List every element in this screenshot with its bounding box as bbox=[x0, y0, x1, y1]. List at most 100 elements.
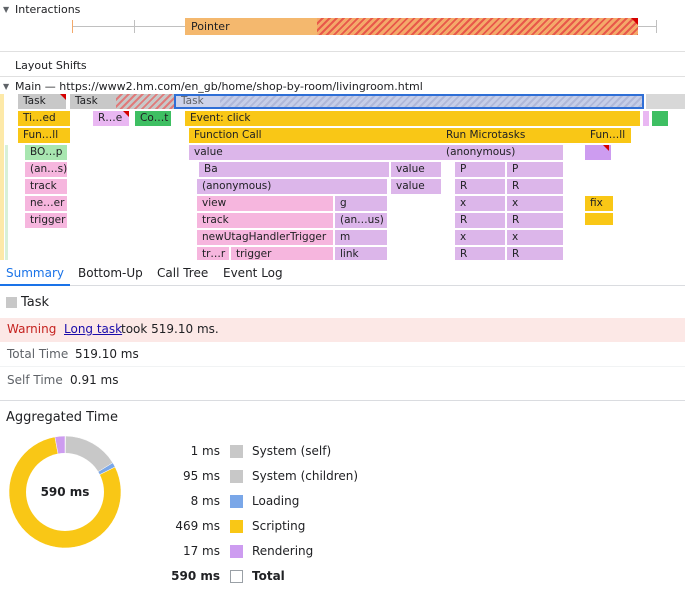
function-call-block[interactable]: Fun…ll bbox=[585, 128, 631, 143]
flame-frame[interactable]: (an…s) bbox=[25, 162, 67, 177]
divider bbox=[0, 400, 685, 401]
task-swatch bbox=[6, 297, 17, 308]
flame-frame[interactable]: R bbox=[507, 247, 563, 260]
long-task-marker bbox=[60, 94, 66, 100]
flame-frame[interactable]: ne…er bbox=[25, 196, 67, 211]
self-time-label: Self Time bbox=[7, 373, 63, 387]
flame-frame[interactable]: BO…p bbox=[25, 145, 67, 160]
flame-frame[interactable]: value bbox=[391, 162, 441, 177]
flame-frame[interactable]: x bbox=[507, 230, 563, 245]
flame-frame[interactable]: newUtagHandlerTrigger bbox=[197, 230, 333, 245]
total-time-label: Total Time bbox=[7, 347, 69, 361]
flame-frame[interactable]: P bbox=[507, 162, 563, 177]
tab-bottom-up[interactable]: Bottom-Up bbox=[78, 266, 143, 280]
flame-frame[interactable]: (anonymous) bbox=[441, 145, 563, 160]
legend-swatch bbox=[230, 570, 243, 583]
warning-label: Warning bbox=[7, 322, 57, 336]
collapse-triangle-icon[interactable]: ▼ bbox=[3, 82, 10, 91]
pointer-label: Pointer bbox=[191, 20, 230, 33]
legend-row: 95 ms System (children) bbox=[180, 469, 380, 485]
compile-block[interactable]: Co…t bbox=[135, 111, 171, 126]
flame-frame[interactable]: x bbox=[455, 196, 505, 211]
legend-value: 590 ms bbox=[171, 569, 220, 583]
tab-summary[interactable]: Summary bbox=[0, 262, 70, 286]
divider bbox=[0, 366, 685, 367]
long-task-marker bbox=[631, 18, 638, 25]
legend-value: 1 ms bbox=[190, 444, 220, 458]
pointer-interaction[interactable]: Pointer bbox=[185, 18, 638, 35]
event-click-block[interactable]: Event: click bbox=[185, 111, 640, 126]
flame-frame[interactable]: trigger bbox=[25, 213, 67, 228]
flame-frame[interactable]: x bbox=[507, 196, 563, 211]
collapse-triangle-icon[interactable]: ▼ bbox=[3, 5, 10, 14]
flame-frame[interactable]: (an…us) bbox=[335, 213, 387, 228]
flame-frame[interactable]: link bbox=[335, 247, 387, 260]
task-hatch bbox=[116, 94, 174, 109]
legend-name: Rendering bbox=[252, 544, 314, 558]
legend-row: 590 ms Total bbox=[171, 569, 380, 585]
tab-event-log[interactable]: Event Log bbox=[223, 266, 283, 280]
timer-block[interactable]: Ti…ed bbox=[18, 111, 70, 126]
total-time-value: 519.10 ms bbox=[75, 347, 139, 361]
long-task-link[interactable]: Long task bbox=[64, 322, 123, 336]
task-hatch bbox=[220, 96, 642, 107]
flame-frame[interactable]: tr…r bbox=[197, 247, 229, 260]
recalc-block[interactable]: R…e bbox=[93, 111, 129, 126]
run-microtasks-block[interactable]: Run Microtasks bbox=[441, 128, 586, 143]
legend-row: 8 ms Loading bbox=[180, 494, 380, 510]
flame-frame[interactable]: R bbox=[455, 179, 505, 194]
flame-frame[interactable]: track bbox=[197, 213, 333, 228]
flame-edge bbox=[0, 94, 4, 260]
legend-name: System (children) bbox=[252, 469, 359, 483]
long-task-marker bbox=[603, 145, 609, 151]
flame-frame[interactable]: m bbox=[335, 230, 387, 245]
flame-sliver bbox=[643, 111, 649, 126]
details-tabbar: Summary Bottom-Up Call Tree Event Log bbox=[0, 262, 685, 286]
flame-frame[interactable]: (anonymous) bbox=[197, 179, 387, 194]
legend-row: 1 ms System (self) bbox=[180, 444, 380, 460]
legend-swatch bbox=[230, 470, 243, 483]
warning-row: Warning Long task took 519.10 ms. bbox=[0, 318, 685, 342]
flame-frame[interactable]: R bbox=[507, 213, 563, 228]
flame-frame[interactable]: fix bbox=[585, 196, 613, 211]
flame-frame[interactable]: track bbox=[25, 179, 67, 194]
aggregated-pie-chart: 590 ms bbox=[8, 435, 122, 549]
flame-frame[interactable]: R bbox=[455, 213, 505, 228]
legend-swatch bbox=[230, 495, 243, 508]
legend-row: 469 ms Scripting bbox=[175, 519, 380, 535]
legend-name: Scripting bbox=[252, 519, 306, 533]
flame-frame[interactable]: g bbox=[335, 196, 387, 211]
pie-center-label: 590 ms bbox=[41, 485, 90, 499]
task-block[interactable]: Task bbox=[70, 94, 116, 109]
function-call-block[interactable]: Fun…ll bbox=[18, 128, 70, 143]
flame-frame[interactable]: trigger bbox=[231, 247, 333, 260]
flame-frame[interactable]: R bbox=[507, 179, 563, 194]
long-interaction-hatch bbox=[317, 18, 638, 35]
flame-frame[interactable]: Ba bbox=[199, 162, 389, 177]
summary-title: Task bbox=[21, 295, 50, 310]
legend-value: 17 ms bbox=[182, 544, 220, 558]
task-tail bbox=[646, 94, 685, 109]
flame-frame[interactable]: P bbox=[455, 162, 505, 177]
task-block[interactable]: Task bbox=[18, 94, 66, 109]
function-call-block[interactable]: Function Call bbox=[189, 128, 443, 143]
flame-sliver bbox=[652, 111, 668, 126]
legend-swatch bbox=[230, 545, 243, 558]
flame-frame[interactable]: R bbox=[455, 247, 505, 260]
pie-center bbox=[26, 453, 104, 531]
flame-edge bbox=[5, 145, 8, 260]
flame-chart[interactable]: Task Task Task Ti…ed R…e Co…t Event: cli… bbox=[0, 94, 685, 260]
flame-frame[interactable]: value bbox=[391, 179, 441, 194]
flame-sliver bbox=[585, 213, 613, 225]
warning-text: took 519.10 ms. bbox=[121, 322, 219, 336]
interactions-track: ▼ Interactions Pointer bbox=[0, 0, 685, 52]
whisker-tick bbox=[656, 20, 657, 33]
flame-frame[interactable]: view bbox=[197, 196, 333, 211]
divider bbox=[0, 76, 685, 77]
tab-call-tree[interactable]: Call Tree bbox=[157, 266, 209, 280]
whisker-tick bbox=[72, 20, 73, 33]
flame-frame[interactable]: x bbox=[455, 230, 505, 245]
flame-frame[interactable]: value bbox=[189, 145, 443, 160]
long-task-marker bbox=[123, 111, 129, 117]
